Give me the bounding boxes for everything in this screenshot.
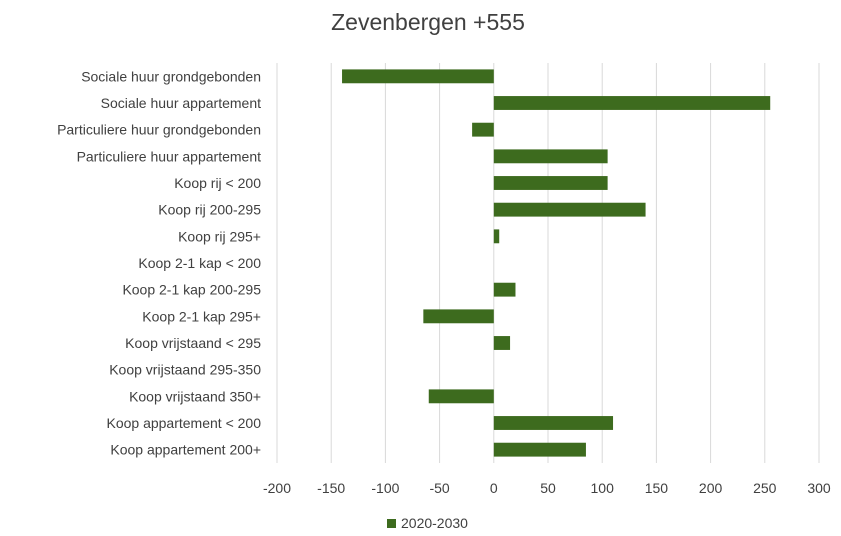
category-label: Koop vrijstaand < 295 [125,335,261,351]
x-tick-label: 250 [753,480,777,496]
bar [493,229,500,244]
x-tick-label: -100 [371,480,399,496]
bar [342,69,494,84]
bar [428,389,494,404]
bar [493,282,516,297]
category-label: Koop 2-1 kap 200-295 [122,282,261,298]
category-label: Koop 2-1 kap < 200 [138,255,261,271]
category-label: Sociale huur grondgebonden [81,68,261,84]
legend: 2020-2030 [387,515,468,531]
category-label: Koop appartement 200+ [110,442,261,458]
category-label: Koop vrijstaand 350+ [129,388,261,404]
x-tick-label: 150 [645,480,669,496]
chart-title: Zevenbergen +555 [331,9,525,35]
bar [493,202,646,217]
bar [493,176,608,190]
x-tick-label: 50 [540,480,556,496]
x-tick-label: 200 [699,480,723,496]
category-label: Sociale huur appartement [101,95,261,111]
category-label: Koop appartement < 200 [106,415,261,431]
x-tick-label: 0 [490,480,498,496]
x-tick-label: -50 [429,480,449,496]
bar [493,336,511,350]
category-label: Particuliere huur appartement [77,148,262,164]
bar [493,149,608,164]
x-tick-label: -150 [317,480,345,496]
category-label: Koop vrijstaand 295-350 [109,362,261,378]
category-label: Koop rij < 200 [174,175,261,191]
bar [472,122,494,137]
bar [493,442,586,457]
legend-label: 2020-2030 [401,515,468,531]
category-label: Koop rij 295+ [178,228,261,244]
x-tick-label: 100 [591,480,615,496]
bar [493,96,771,110]
gridlines [276,63,820,463]
category-labels: Sociale huur grondgebonden Sociale huur a… [57,68,261,457]
category-label: Koop 2-1 kap 295+ [142,308,261,324]
bar [423,309,494,324]
category-label: Particuliere huur grondgebonden [57,122,261,138]
x-tick-label: 300 [807,480,831,496]
bar [493,416,614,430]
bars [342,69,771,457]
legend-swatch [387,519,396,528]
category-label: Koop rij 200-295 [158,202,261,218]
x-axis-tick-labels: -200 -150 -100 -50 0 50 100 150 200 250 300 [263,480,831,496]
x-tick-label: -200 [263,480,291,496]
